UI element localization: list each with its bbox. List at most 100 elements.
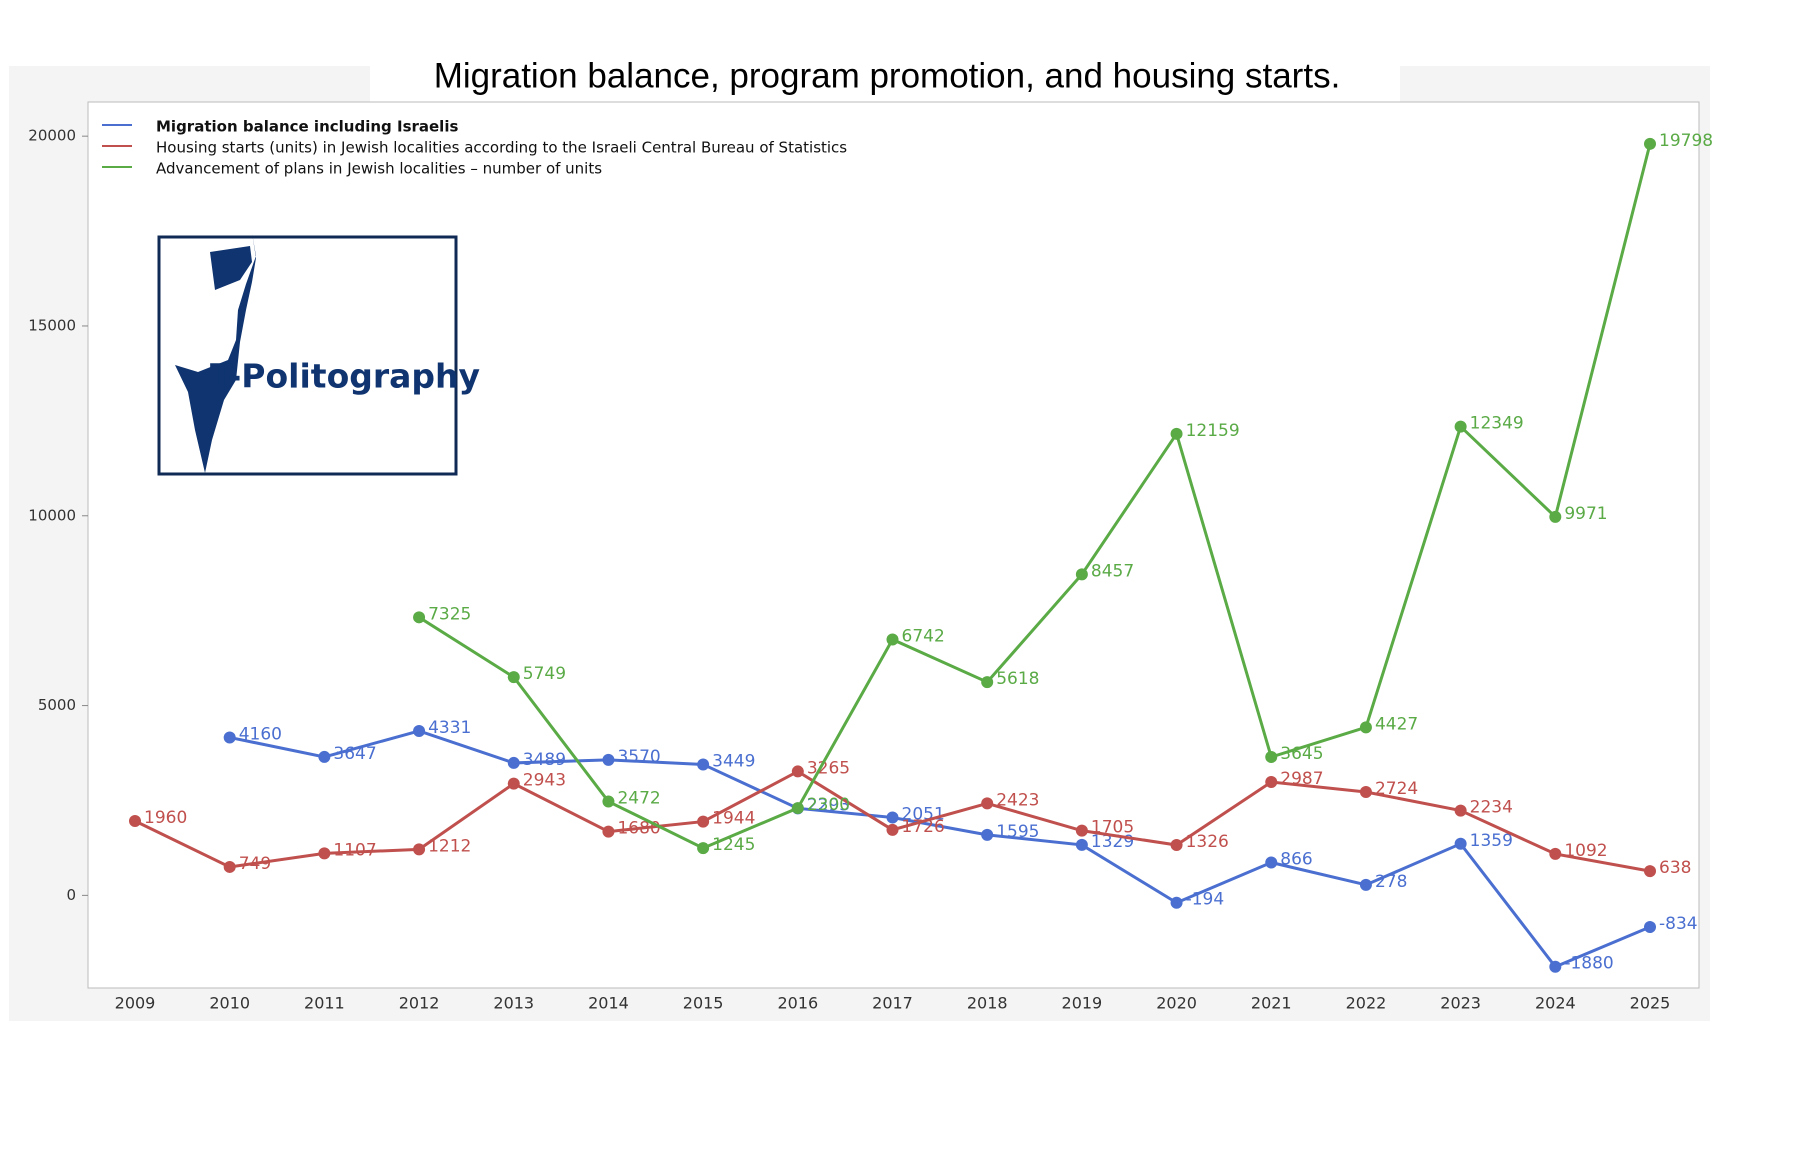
x-tick-label: 2020 [1156,994,1197,1013]
x-tick-label: 2023 [1440,994,1481,1013]
series-line [418,143,1652,850]
data-label: 3489 [523,750,566,770]
data-label: 1960 [144,808,187,828]
data-label: 278 [1375,872,1407,892]
data-point [1359,785,1372,798]
data-label: 4427 [1375,714,1418,734]
data-point [1359,721,1372,734]
data-label: 1107 [333,840,376,860]
data-point [1549,510,1562,523]
data-point [1170,896,1183,909]
x-tick-label: 2018 [967,994,1008,1013]
y-tick-label: 20000 [28,127,76,145]
data-label: 2472 [617,789,660,809]
data-label: 5618 [996,669,1039,689]
data-point [507,756,520,769]
data-label: 866 [1280,850,1312,870]
data-point [413,843,426,856]
data-point [318,750,331,763]
data-point [602,753,615,766]
data-point [1549,847,1562,860]
data-label: 1326 [1186,832,1229,852]
x-tick-label: 2013 [493,994,534,1013]
data-label: 1595 [996,822,1039,842]
data-label: 2987 [1280,769,1323,789]
data-point [318,847,331,860]
data-point [981,676,994,689]
data-label: -194 [1186,890,1225,910]
data-label: 1092 [1564,841,1607,861]
data-label: 1359 [1470,831,1513,851]
data-label: 1726 [902,817,945,837]
y-tick-label: 5000 [38,696,76,714]
data-point [129,814,141,827]
data-label: 2724 [1375,779,1418,799]
data-point [1265,856,1278,869]
data-label: 3265 [807,758,850,778]
data-point [1454,804,1467,817]
data-point [697,758,710,771]
data-label: 2234 [1470,798,1513,818]
x-tick-label: 2012 [399,994,440,1013]
x-tick-label: 2021 [1251,994,1292,1013]
x-tick-label: 2025 [1630,994,1671,1013]
data-label: 4331 [428,718,471,738]
y-tick-label: 0 [66,886,76,904]
data-label: 19798 [1659,131,1713,151]
x-tick-label: 2017 [872,994,913,1013]
data-point [697,815,710,828]
series-line [229,729,1651,969]
x-tick-label: 2014 [588,994,629,1013]
x-tick-label: 2015 [683,994,724,1013]
data-point [223,860,236,873]
data-point [886,633,899,646]
data-point [1644,865,1656,878]
data-label: 1212 [428,836,471,856]
data-point [697,842,710,855]
data-point [1454,420,1467,433]
data-point [1170,427,1183,440]
data-label: 2943 [523,771,566,791]
data-point [981,797,994,810]
data-label: 2423 [996,790,1039,810]
chart-title: Migration balance, program promotion, an… [434,56,1341,95]
legend: Migration balance including Israelis Hous… [102,118,847,178]
x-tick-label: 2011 [304,994,345,1013]
data-point [1075,838,1088,851]
data-label: 5749 [523,664,566,684]
data-point [223,731,236,744]
legend-label: Housing starts (units) in Jewish localit… [156,139,847,157]
data-label: 6742 [902,626,945,646]
data-point [1265,775,1278,788]
data-label: 749 [239,854,271,874]
x-tick-label: 2010 [209,994,250,1013]
x-tick-label: 2024 [1535,994,1576,1013]
data-point [507,777,520,790]
data-label: 4160 [239,724,282,744]
data-label: -1880 [1564,954,1613,974]
data-label: 1680 [617,819,660,839]
data-point [602,825,615,838]
data-label: 9971 [1564,504,1607,524]
data-label: 7325 [428,604,471,624]
data-point [886,823,899,836]
logo-map [175,233,256,473]
data-point [1644,137,1656,150]
logo: T-Politography [157,233,480,476]
data-point [1644,921,1656,934]
y-tick-label: 10000 [28,506,76,524]
data-point [791,765,804,778]
data-point [1075,568,1088,581]
data-label: 8457 [1091,561,1134,581]
data-point [1170,839,1183,852]
y-tick-label: 15000 [28,316,76,334]
data-point [981,828,994,841]
x-tick-label: 2019 [1062,994,1103,1013]
data-label: 2293 [807,795,850,815]
data-point [1359,878,1372,891]
data-point [791,802,804,815]
x-tick-label: 2009 [115,994,156,1013]
data-point [602,795,615,808]
data-label: 638 [1659,858,1691,878]
